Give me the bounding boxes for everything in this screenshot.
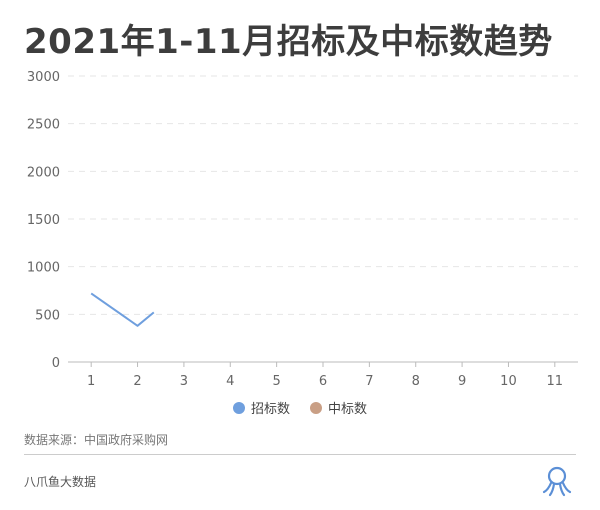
legend-marker-bids	[232, 401, 245, 414]
y-tick-label-2500: 2500	[27, 118, 60, 133]
x-tick-label-9: 9	[458, 374, 466, 389]
y-tick-label-1500: 1500	[27, 213, 60, 228]
x-tick-label-8: 8	[412, 374, 420, 389]
x-tick-label-2: 2	[133, 374, 141, 389]
x-tick-label-10: 10	[500, 374, 517, 389]
legend-item-awards[interactable]: 中标数	[310, 398, 367, 417]
grid-lines	[68, 75, 578, 315]
y-tick-label-3000: 3000	[27, 70, 60, 85]
footer-divider	[24, 454, 576, 455]
legend-label-bids: 招标数	[250, 402, 290, 417]
x-tick-label-7: 7	[365, 374, 373, 389]
x-axis-ticks: 1 2 3 4 5 6 7 8 9 10 11	[87, 362, 563, 389]
legend: 招标数 中标数	[0, 398, 600, 417]
legend-item-bids[interactable]: 招标数	[232, 398, 290, 417]
data-source-note: 数据来源：中国政府采购网	[24, 433, 169, 447]
legend-label-awards: 中标数	[328, 402, 368, 417]
line-chart: 0 500 1000 1500 2000 2500 3000 1 2 3 4 5 6 7 8 9 10 11	[27, 70, 578, 389]
x-tick-label-6: 6	[319, 374, 327, 389]
x-tick-label-1: 1	[87, 374, 95, 389]
x-tick-label-3: 3	[180, 374, 188, 389]
series-lines	[90, 292, 155, 327]
x-tick-label-5: 5	[272, 374, 280, 389]
y-tick-label-1000: 1000	[27, 261, 60, 276]
y-tick-label-500: 500	[35, 308, 60, 323]
series-line-0	[90, 292, 155, 327]
octopus-icon	[542, 466, 572, 497]
y-axis-ticks: 0 500 1000 1500 2000 2500 3000	[27, 70, 60, 371]
y-tick-label-2000: 2000	[27, 165, 60, 180]
chart-title: 2021年1-11月招标及中标数趋势	[24, 22, 553, 62]
legend-marker-awards	[310, 401, 322, 414]
x-tick-label-11: 11	[547, 374, 564, 389]
brand-name: 八爪鱼大数据	[24, 475, 97, 489]
x-tick-label-4: 4	[226, 374, 234, 389]
y-tick-label-0: 0	[52, 356, 60, 371]
